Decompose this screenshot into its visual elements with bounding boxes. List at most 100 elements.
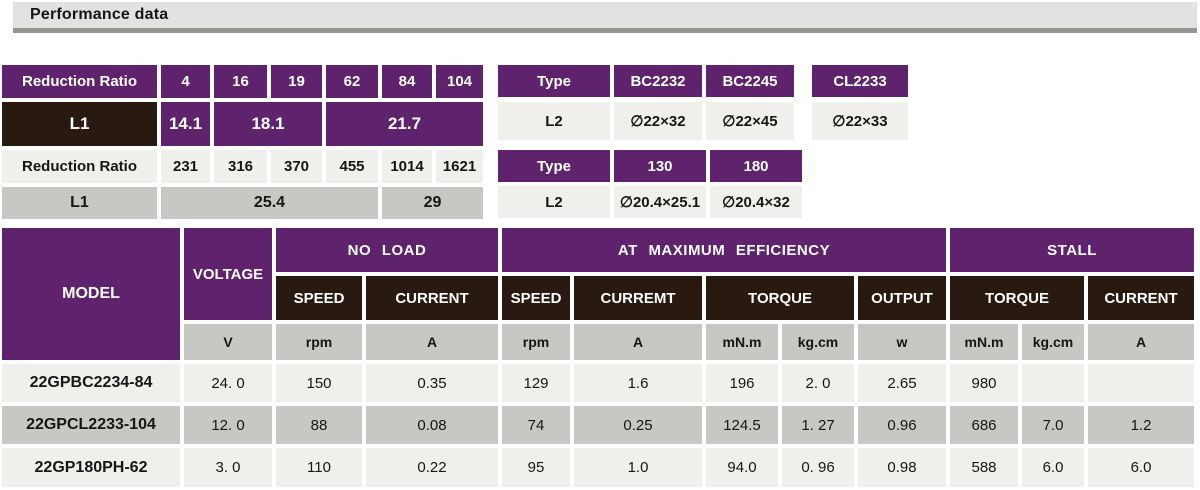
performance-table: MODEL VOLTAGE NO LOAD AT MAXIMUM EFFICIE… xyxy=(2,228,1194,487)
reduction-ratio-a-value: 104 xyxy=(436,65,483,98)
type-a-header: Type xyxy=(498,65,610,97)
l2-b-value: ∅20.4×32 xyxy=(710,186,802,218)
type-b-header: Type xyxy=(498,150,610,182)
voltage-header: VOLTAGE xyxy=(184,228,272,320)
data-cell: 2. 0 xyxy=(782,364,854,402)
model-header: MODEL xyxy=(2,228,180,360)
group-header-max-efficiency: AT MAXIMUM EFFICIENCY xyxy=(502,228,946,272)
subheader-maxeff-current: CURREMT xyxy=(574,276,702,320)
l2-a-value: ∅22×45 xyxy=(706,102,794,140)
subheader-noload-current: CURRENT xyxy=(366,276,498,320)
unit-cell: A xyxy=(366,324,498,360)
subheader-stall-torque: TORQUE xyxy=(950,276,1084,320)
data-cell: 0.35 xyxy=(366,364,498,402)
l1-b-value: 29 xyxy=(382,187,483,219)
unit-cell: kg.cm xyxy=(782,324,854,360)
data-cell: 1.6 xyxy=(574,364,702,402)
reduction-ratio-a-header: Reduction Ratio xyxy=(2,65,157,98)
subheader-maxeff-output: OUTPUT xyxy=(858,276,946,320)
l2-a-label: L2 xyxy=(498,102,610,140)
data-cell: 0. 96 xyxy=(782,448,854,487)
l1-a-value: 21.7 xyxy=(326,102,483,146)
unit-cell: rpm xyxy=(502,324,570,360)
data-cell: 686 xyxy=(950,406,1018,444)
data-cell: 110 xyxy=(276,448,362,487)
data-cell: 0.25 xyxy=(574,406,702,444)
data-cell: 7.0 xyxy=(1022,406,1084,444)
data-cell: 150 xyxy=(276,364,362,402)
reduction-ratio-a-value: 62 xyxy=(326,65,378,98)
subheader-stall-current: CURRENT xyxy=(1088,276,1194,320)
unit-cell: V xyxy=(184,324,272,360)
data-cell: 588 xyxy=(950,448,1018,487)
data-cell: 88 xyxy=(276,406,362,444)
subheader-noload-speed: SPEED xyxy=(276,276,362,320)
data-cell: 196 xyxy=(706,364,778,402)
data-cell: 3. 0 xyxy=(184,448,272,487)
data-cell: 6.0 xyxy=(1022,448,1084,487)
data-cell: 74 xyxy=(502,406,570,444)
unit-cell: mN.m xyxy=(706,324,778,360)
data-cell: 980 xyxy=(950,364,1018,402)
unit-cell: A xyxy=(1088,324,1194,360)
data-cell: 129 xyxy=(502,364,570,402)
l1-b-value: 25.4 xyxy=(161,187,378,219)
type-table-b: Type 130 180 L2 ∅20.4×25.1 ∅20.4×32 xyxy=(498,150,802,218)
unit-cell: rpm xyxy=(276,324,362,360)
data-cell: 94.0 xyxy=(706,448,778,487)
model-cell: 22GP180PH-62 xyxy=(2,448,180,487)
unit-cell: w xyxy=(858,324,946,360)
subheader-maxeff-speed: SPEED xyxy=(502,276,570,320)
type-b-value: 130 xyxy=(614,150,706,182)
reduction-ratio-table-b: Reduction Ratio 231 316 370 455 1014 162… xyxy=(2,150,483,219)
reduction-ratio-b-value: 316 xyxy=(214,150,267,183)
reduction-ratio-a-value: 16 xyxy=(214,65,267,98)
data-cell: 6.0 xyxy=(1088,448,1194,487)
type-table-a: Type BC2232 BC2245 CL2233 L2 ∅22×32 ∅22×… xyxy=(498,65,908,140)
data-cell: 0.98 xyxy=(858,448,946,487)
unit-cell: mN.m xyxy=(950,324,1018,360)
unit-cell: kg.cm xyxy=(1022,324,1084,360)
page-title: Performance data xyxy=(30,6,169,23)
data-cell: 1.2 xyxy=(1088,406,1194,444)
data-cell: 0.22 xyxy=(366,448,498,487)
type-a-value: CL2233 xyxy=(812,65,908,97)
reduction-ratio-b-value: 370 xyxy=(271,150,322,183)
model-cell: 22GPCL2233-104 xyxy=(2,406,180,444)
type-a-value: BC2232 xyxy=(614,65,702,97)
data-cell: 124.5 xyxy=(706,406,778,444)
reduction-ratio-a-value: 19 xyxy=(271,65,322,98)
model-cell: 22GPBC2234-84 xyxy=(2,364,180,402)
l2-b-label: L2 xyxy=(498,186,610,218)
reduction-ratio-b-header: Reduction Ratio xyxy=(2,150,157,183)
data-cell: 0.08 xyxy=(366,406,498,444)
data-cell-empty xyxy=(1088,364,1194,402)
data-cell: 1. 27 xyxy=(782,406,854,444)
group-header-stall: STALL xyxy=(950,228,1194,272)
l1-a-value: 14.1 xyxy=(161,102,210,146)
unit-cell: A xyxy=(574,324,702,360)
reduction-ratio-b-value: 231 xyxy=(161,150,210,183)
reduction-ratio-b-value: 1014 xyxy=(382,150,432,183)
data-cell: 24. 0 xyxy=(184,364,272,402)
data-cell: 12. 0 xyxy=(184,406,272,444)
reduction-ratio-b-value: 1621 xyxy=(436,150,483,183)
type-b-value: 180 xyxy=(710,150,802,182)
reduction-ratio-a-value: 84 xyxy=(382,65,432,98)
l1-a-label: L1 xyxy=(2,102,157,146)
data-cell: 2.65 xyxy=(858,364,946,402)
reduction-ratio-a-value: 4 xyxy=(161,65,210,98)
subheader-maxeff-torque: TORQUE xyxy=(706,276,854,320)
l1-b-label: L1 xyxy=(2,187,157,219)
l2-a-value: ∅22×32 xyxy=(614,102,702,140)
l2-a-value: ∅22×33 xyxy=(812,102,908,140)
data-cell: 1.0 xyxy=(574,448,702,487)
l2-b-value: ∅20.4×25.1 xyxy=(614,186,706,218)
group-header-no-load: NO LOAD xyxy=(276,228,498,272)
type-a-value: BC2245 xyxy=(706,65,794,97)
data-cell: 0.96 xyxy=(858,406,946,444)
reduction-ratio-b-value: 455 xyxy=(326,150,378,183)
l1-a-value: 18.1 xyxy=(214,102,322,146)
data-cell: 95 xyxy=(502,448,570,487)
section-header-bar: Performance data xyxy=(13,2,1197,33)
